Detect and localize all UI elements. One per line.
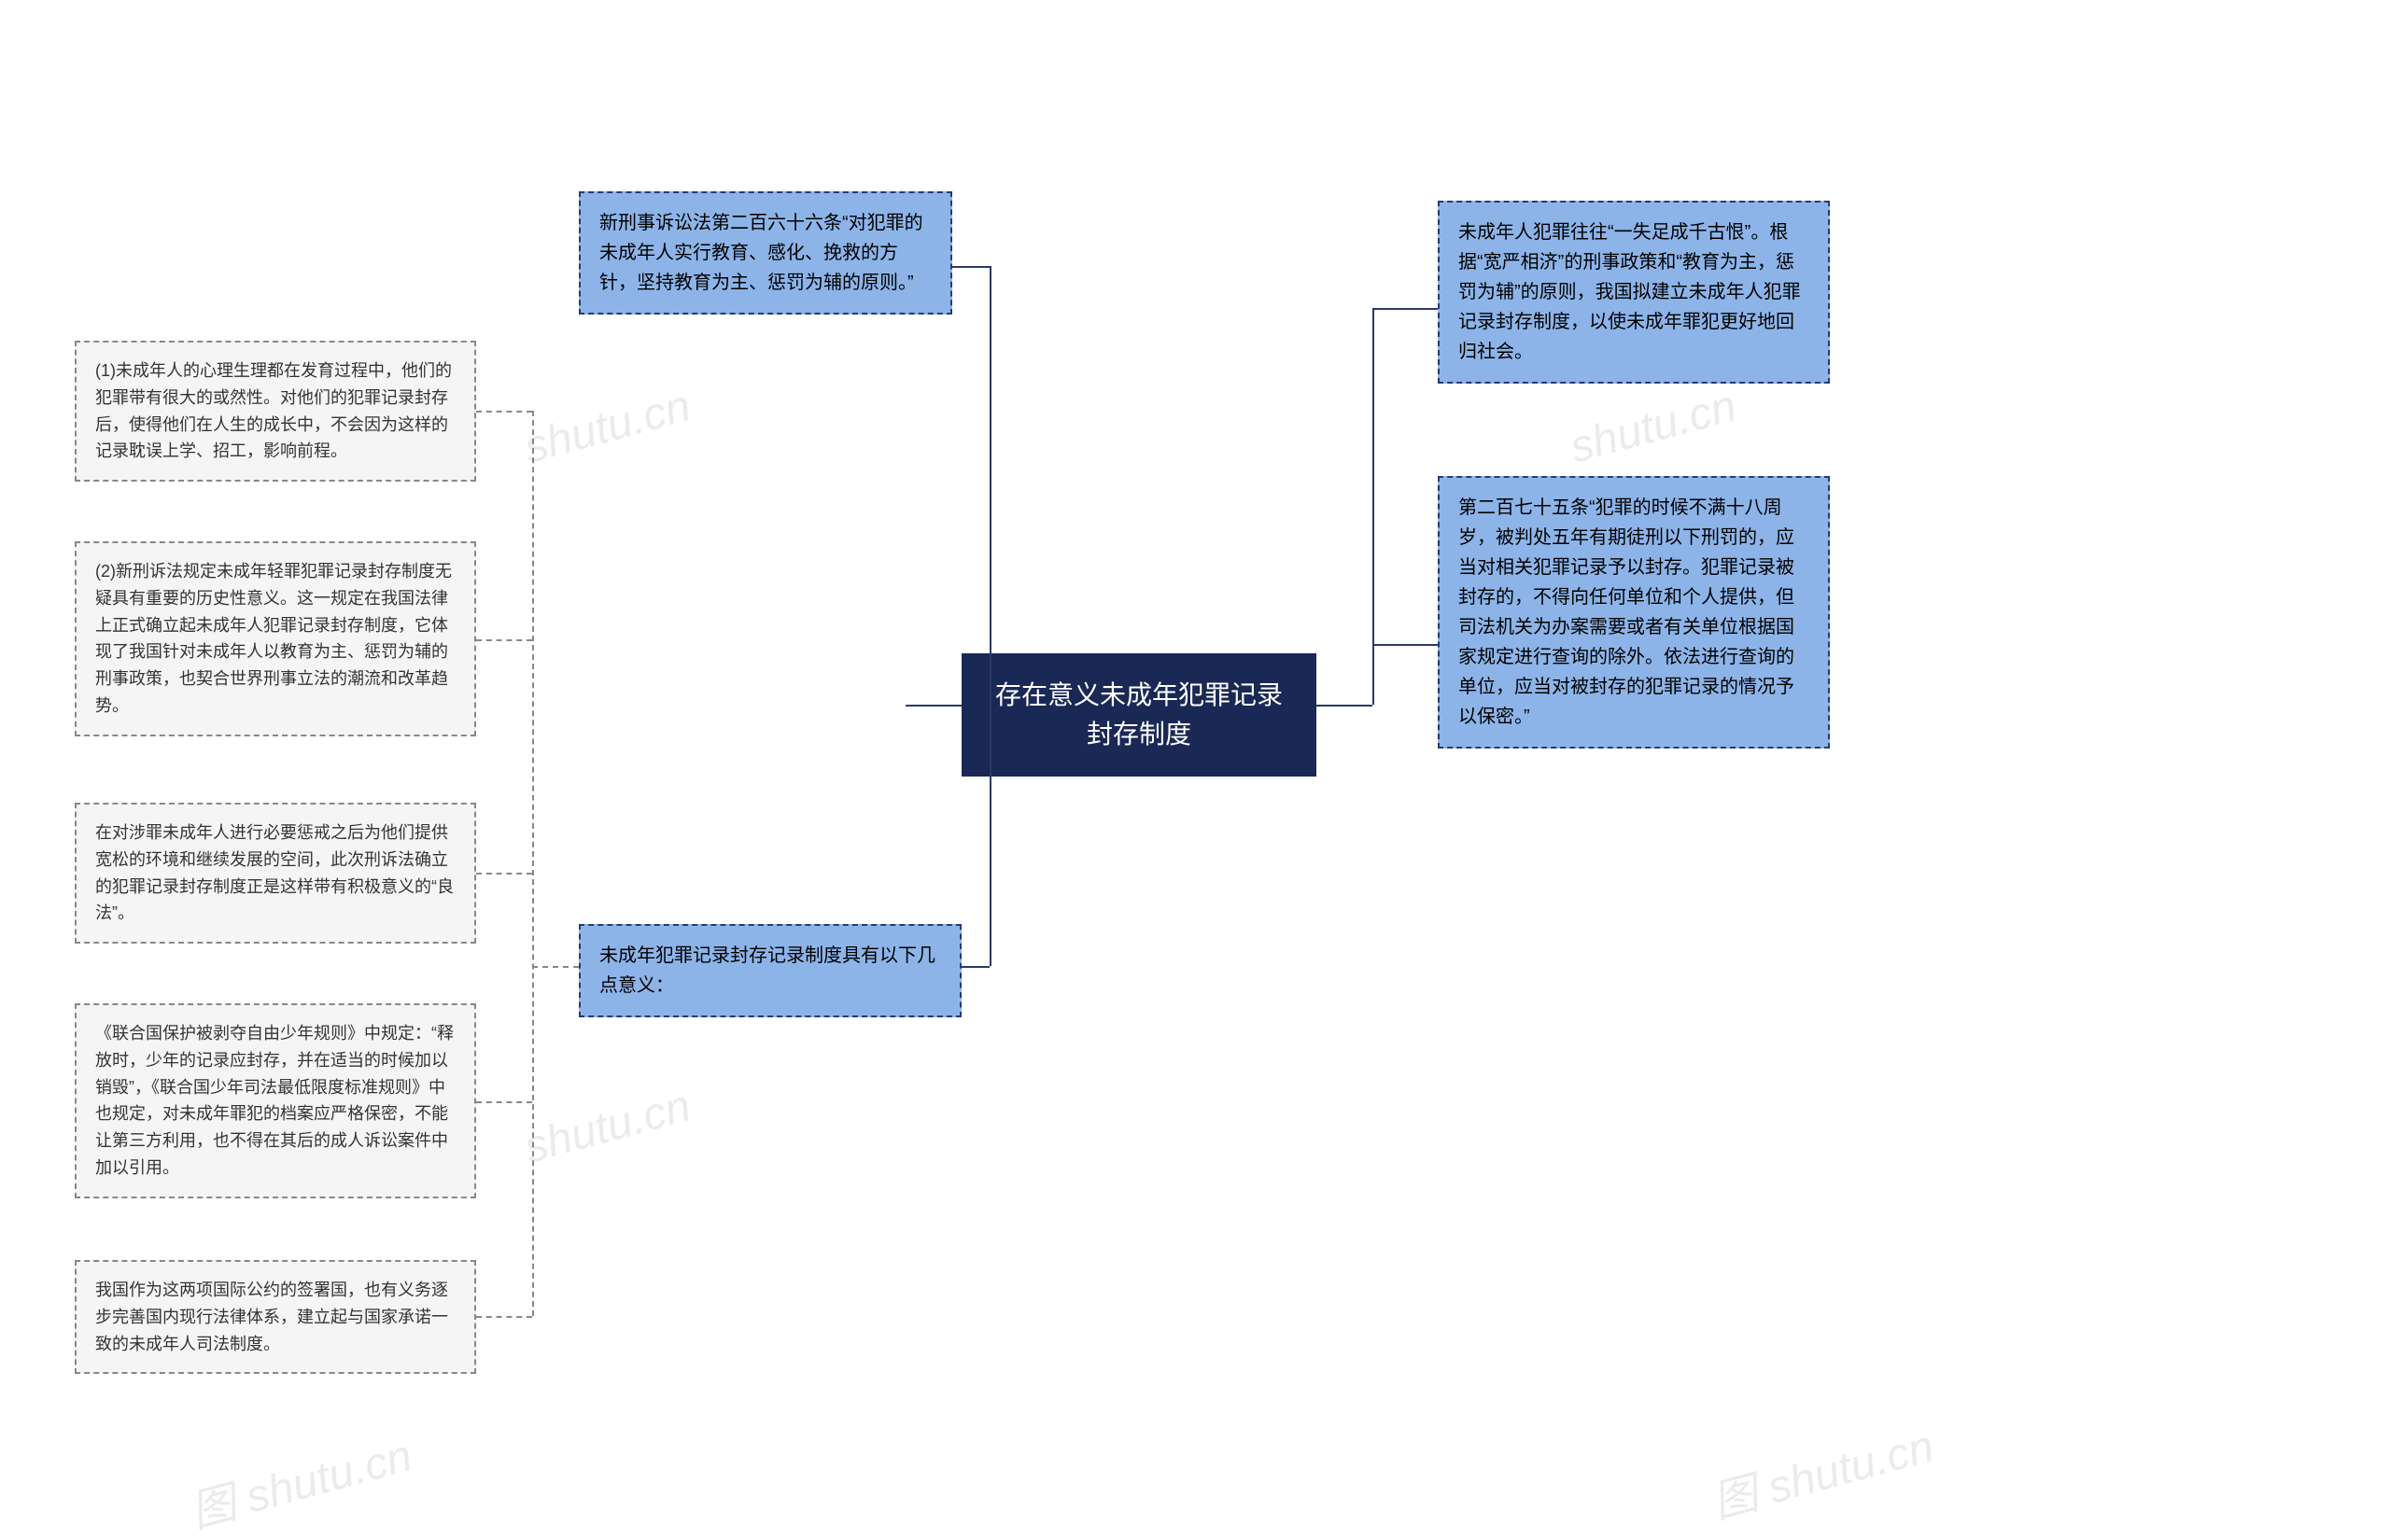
conn-rb2-h [1372, 644, 1438, 646]
conn-lb2-out [532, 966, 579, 968]
conn-rb1-h [1372, 308, 1438, 310]
conn-lb1-h [952, 266, 990, 268]
conn-center-left-h [906, 705, 962, 707]
right-blue-1-text: 未成年人犯罪往往“一失足成千古恨”。根据“宽严相济”的刑事政策和“教育为主，惩罚… [1458, 222, 1801, 362]
conn-lb2-h [962, 966, 990, 968]
left-blue-1-text: 新刑事诉讼法第二百六十六条“对犯罪的未成年人实行教育、感化、挽救的方针，坚持教育… [599, 213, 923, 293]
watermark-5-text: 图 shutu.cn [1708, 1421, 1939, 1528]
conn-g1-h [476, 411, 532, 413]
watermark-3: 图 shutu.cn [182, 1419, 418, 1540]
watermark-2: shutu.cn [519, 1080, 696, 1173]
gray-5: 我国作为这两项国际公约的签署国，也有义务逐步完善国内现行法律体系，建立起与国家承… [75, 1260, 476, 1374]
center-node: 存在意义未成年犯罪记录封存制度 [962, 653, 1316, 777]
left-blue-2: 未成年犯罪记录封存记录制度具有以下几点意义： [579, 924, 962, 1017]
gray-3-text: 在对涉罪未成年人进行必要惩戒之后为他们提供宽松的环境和继续发展的空间，此次刑诉法… [95, 823, 454, 922]
gray-4-text: 《联合国保护被剥夺自由少年规则》中规定：“释放时，少年的记录应封存，并在适当的时… [95, 1024, 454, 1177]
gray-2-text: (2)新刑诉法规定未成年轻罪犯罪记录封存制度无疑具有重要的历史性意义。这一规定在… [95, 562, 452, 715]
conn-left-v [990, 266, 991, 966]
left-blue-1: 新刑事诉讼法第二百六十六条“对犯罪的未成年人实行教育、感化、挽救的方针，坚持教育… [579, 191, 952, 315]
gray-5-text: 我国作为这两项国际公约的签署国，也有义务逐步完善国内现行法律体系，建立起与国家承… [95, 1281, 448, 1353]
watermark-3-text: 图 shutu.cn [186, 1431, 417, 1537]
gray-1-text: (1)未成年人的心理生理都在发育过程中，他们的犯罪带有很大的或然性。对他们的犯罪… [95, 361, 452, 460]
watermark-1-text: shutu.cn [519, 381, 696, 472]
right-blue-2-text: 第二百七十五条“犯罪的时候不满十八周岁，被判处五年有期徒刑以下刑罚的，应当对相关… [1458, 497, 1794, 727]
conn-g5-h [476, 1316, 532, 1318]
conn-g2-h [476, 639, 532, 641]
watermark-4-text: shutu.cn [1565, 381, 1741, 472]
watermark-1: shutu.cn [519, 380, 696, 473]
gray-1: (1)未成年人的心理生理都在发育过程中，他们的犯罪带有很大的或然性。对他们的犯罪… [75, 341, 476, 482]
gray-2: (2)新刑诉法规定未成年轻罪犯罪记录封存制度无疑具有重要的历史性意义。这一规定在… [75, 541, 476, 736]
right-blue-2: 第二百七十五条“犯罪的时候不满十八周岁，被判处五年有期徒刑以下刑罚的，应当对相关… [1438, 476, 1830, 749]
conn-gray-v [532, 411, 534, 1316]
conn-center-right-h [1316, 705, 1372, 707]
center-text: 存在意义未成年犯罪记录封存制度 [995, 680, 1283, 749]
gray-3: 在对涉罪未成年人进行必要惩戒之后为他们提供宽松的环境和继续发展的空间，此次刑诉法… [75, 803, 476, 944]
conn-g4-h [476, 1101, 532, 1103]
watermark-2-text: shutu.cn [519, 1081, 696, 1172]
watermark-5: 图 shutu.cn [1704, 1409, 1940, 1531]
left-blue-2-text: 未成年犯罪记录封存记录制度具有以下几点意义： [599, 945, 935, 996]
right-blue-1: 未成年人犯罪往往“一失足成千古恨”。根据“宽严相济”的刑事政策和“教育为主，惩罚… [1438, 201, 1830, 384]
conn-g3-h [476, 873, 532, 875]
gray-4: 《联合国保护被剥夺自由少年规则》中规定：“释放时，少年的记录应封存，并在适当的时… [75, 1003, 476, 1198]
watermark-4: shutu.cn [1565, 380, 1742, 473]
